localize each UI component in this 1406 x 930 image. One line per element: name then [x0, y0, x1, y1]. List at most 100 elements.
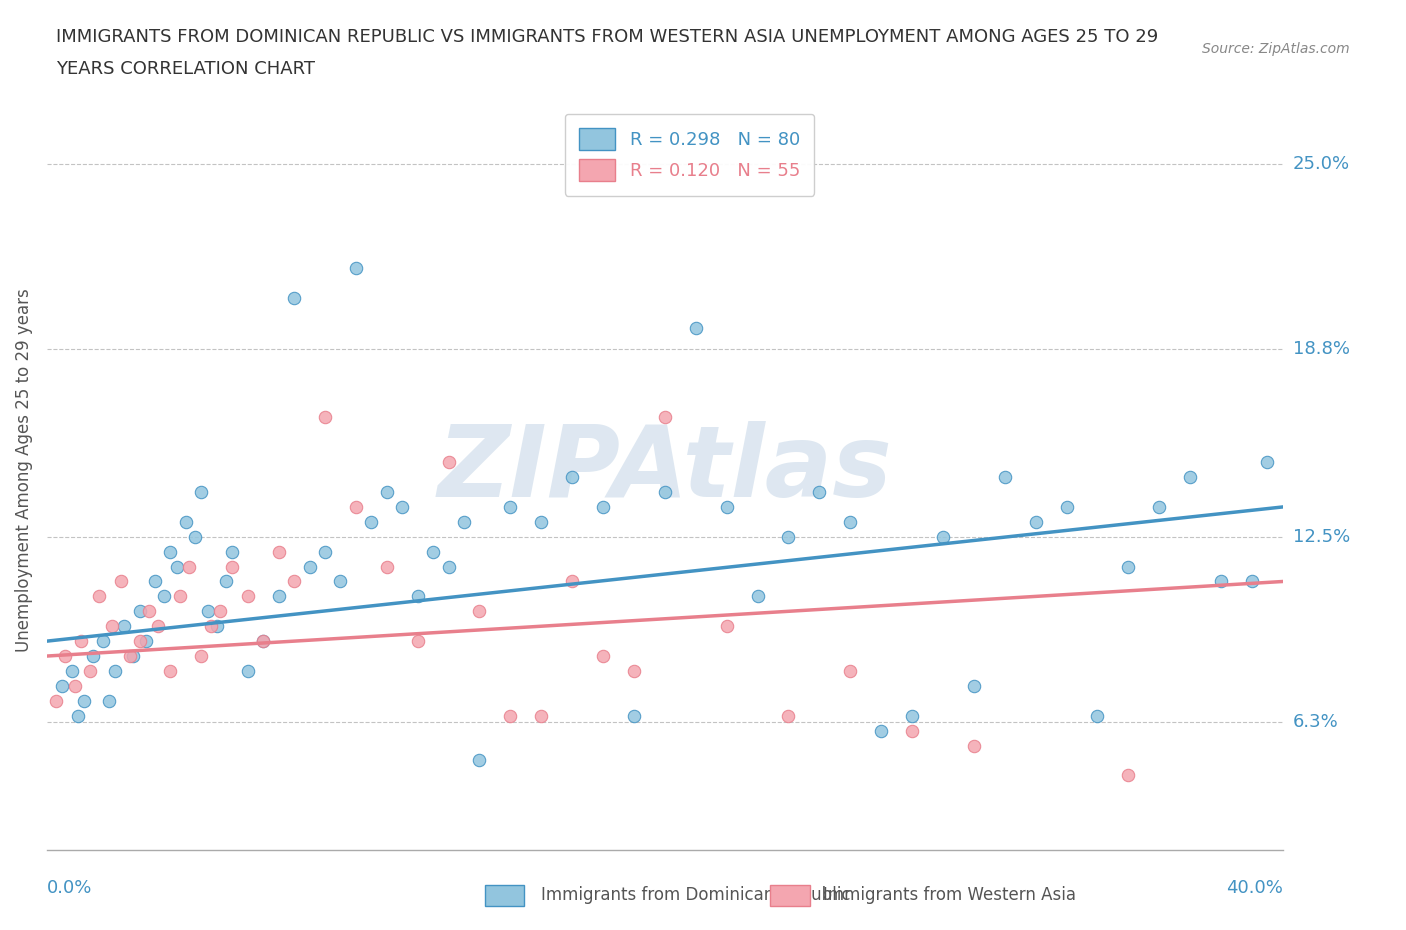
- Point: [1256, 455, 1278, 470]
- Point: [344, 499, 367, 514]
- Point: [994, 470, 1017, 485]
- Point: [197, 604, 219, 618]
- Point: [169, 589, 191, 604]
- Point: [314, 544, 336, 559]
- Point: [110, 574, 132, 589]
- Point: [932, 529, 955, 544]
- Point: [55, 648, 77, 663]
- Point: [360, 514, 382, 529]
- Point: [190, 648, 212, 663]
- Y-axis label: Unemployment Among Ages 25 to 29 years: Unemployment Among Ages 25 to 29 years: [15, 287, 32, 652]
- Point: [91, 633, 114, 648]
- Point: [654, 485, 676, 499]
- Point: [406, 589, 429, 604]
- Point: [159, 663, 181, 678]
- Text: Source: ZipAtlas.com: Source: ZipAtlas.com: [1202, 42, 1350, 56]
- Text: Immigrants from Western Asia: Immigrants from Western Asia: [823, 885, 1076, 904]
- Point: [839, 514, 862, 529]
- Point: [120, 648, 142, 663]
- Point: [70, 633, 93, 648]
- Point: [654, 410, 676, 425]
- Text: 40.0%: 40.0%: [1226, 879, 1282, 897]
- Point: [437, 559, 460, 574]
- Point: [453, 514, 475, 529]
- Text: Immigrants from Dominican Republic: Immigrants from Dominican Republic: [541, 885, 851, 904]
- Point: [177, 559, 200, 574]
- Point: [60, 663, 83, 678]
- Point: [66, 709, 89, 724]
- Point: [1025, 514, 1047, 529]
- Text: YEARS CORRELATION CHART: YEARS CORRELATION CHART: [56, 60, 315, 78]
- Point: [208, 604, 231, 618]
- Point: [166, 559, 188, 574]
- Text: 0.0%: 0.0%: [46, 879, 93, 897]
- Point: [112, 618, 135, 633]
- Point: [79, 663, 101, 678]
- Point: [468, 753, 491, 768]
- Point: [963, 678, 986, 693]
- Point: [221, 559, 243, 574]
- Point: [1087, 709, 1109, 724]
- Point: [422, 544, 444, 559]
- Point: [778, 709, 800, 724]
- Point: [623, 709, 645, 724]
- Point: [375, 559, 398, 574]
- Legend: R = 0.298   N = 80, R = 0.120   N = 55: R = 0.298 N = 80, R = 0.120 N = 55: [565, 113, 814, 195]
- Point: [530, 514, 553, 529]
- Point: [391, 499, 413, 514]
- Point: [716, 499, 738, 514]
- Point: [901, 724, 924, 738]
- Point: [174, 514, 197, 529]
- Point: [375, 485, 398, 499]
- Point: [45, 694, 67, 709]
- Point: [89, 589, 111, 604]
- Point: [51, 678, 73, 693]
- Point: [592, 499, 614, 514]
- Point: [252, 633, 274, 648]
- Point: [747, 589, 769, 604]
- Point: [1118, 768, 1140, 783]
- Point: [329, 574, 352, 589]
- Point: [128, 604, 150, 618]
- Point: [344, 261, 367, 276]
- Text: 12.5%: 12.5%: [1292, 527, 1350, 546]
- Point: [82, 648, 104, 663]
- Point: [437, 455, 460, 470]
- Point: [561, 574, 583, 589]
- Text: 6.3%: 6.3%: [1292, 712, 1339, 731]
- Point: [236, 589, 259, 604]
- Point: [901, 709, 924, 724]
- Point: [190, 485, 212, 499]
- Point: [499, 499, 522, 514]
- Point: [143, 574, 166, 589]
- Point: [200, 618, 222, 633]
- Point: [252, 633, 274, 648]
- Point: [808, 485, 831, 499]
- Point: [1118, 559, 1140, 574]
- Point: [205, 618, 228, 633]
- Point: [122, 648, 145, 663]
- Point: [870, 724, 893, 738]
- Point: [100, 618, 122, 633]
- Point: [283, 574, 305, 589]
- Point: [159, 544, 181, 559]
- Point: [283, 291, 305, 306]
- Point: [839, 663, 862, 678]
- Point: [1240, 574, 1263, 589]
- Point: [716, 618, 738, 633]
- Point: [1178, 470, 1201, 485]
- Point: [963, 738, 986, 753]
- Point: [73, 694, 96, 709]
- Point: [499, 709, 522, 724]
- Point: [267, 589, 290, 604]
- Point: [1209, 574, 1232, 589]
- Text: 25.0%: 25.0%: [1292, 155, 1350, 173]
- Point: [592, 648, 614, 663]
- Point: [623, 663, 645, 678]
- Point: [146, 618, 169, 633]
- Point: [685, 321, 707, 336]
- Text: ZIPAtlas: ZIPAtlas: [437, 421, 893, 518]
- Text: IMMIGRANTS FROM DOMINICAN REPUBLIC VS IMMIGRANTS FROM WESTERN ASIA UNEMPLOYMENT : IMMIGRANTS FROM DOMINICAN REPUBLIC VS IM…: [56, 28, 1159, 46]
- Point: [128, 633, 150, 648]
- Point: [314, 410, 336, 425]
